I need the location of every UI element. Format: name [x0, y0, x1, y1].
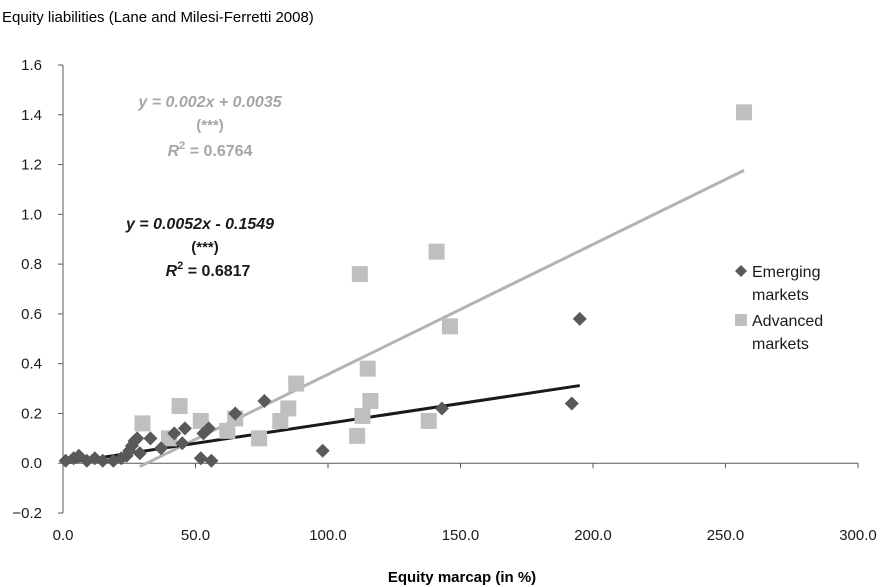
chart-title: Equity liabilities (Lane and Milesi-Ferr… [2, 9, 314, 26]
y-tick-label: 0.8 [21, 256, 42, 273]
y-tick-label: −0.2 [12, 505, 42, 522]
advanced-market-point [280, 400, 297, 417]
y-tick-label: 0.4 [21, 356, 42, 373]
emerging-market-point [193, 451, 208, 466]
advanced-market-point [428, 243, 445, 260]
emerging-market-point [177, 421, 192, 436]
advanced-market-point [420, 412, 437, 429]
x-tick-label: 300.0 [839, 527, 877, 544]
advanced-market-point [351, 266, 368, 283]
emerging-market-point [204, 453, 219, 468]
advanced-r2: R2 = 0.6764 [168, 140, 253, 160]
emerging-market-point [167, 426, 182, 441]
x-tick-label: 250.0 [707, 527, 745, 544]
emerging-market-point [119, 448, 134, 463]
emerging-market-point [315, 443, 330, 458]
advanced-market-point [359, 360, 376, 377]
emerging-market-point [434, 401, 449, 416]
emerging-market-point [132, 446, 147, 461]
emerging-significance: (***) [191, 239, 219, 256]
advanced-market-point [272, 412, 289, 429]
emerging-equation: y = 0.0052x - 0.1549 [125, 216, 274, 233]
advanced-market-point [134, 415, 151, 432]
y-tick-label: 0.6 [21, 306, 42, 323]
emerging-market-point [175, 436, 190, 451]
x-tick-label: 100.0 [309, 527, 347, 544]
advanced-trendline-annotation: y = 0.002x + 0.0035 (***) R2 = 0.6764 [137, 94, 282, 160]
advanced-market-point [192, 412, 209, 429]
trendlines [62, 169, 745, 468]
x-tick-label: 50.0 [181, 527, 210, 544]
svg-text:markets: markets [752, 287, 809, 304]
advanced-market-point [736, 104, 753, 121]
legend-diamond-icon [735, 265, 747, 277]
y-tick-label: 0.0 [21, 455, 42, 472]
advanced-market-point [441, 318, 458, 335]
emerging-market-point [257, 394, 272, 408]
x-axis-label: Equity marcap (in %) [388, 569, 536, 586]
emerging-market-point [572, 311, 587, 326]
advanced-market-point [354, 407, 371, 424]
legend: Emerging markets Advanced markets [735, 264, 823, 353]
svg-text:Emerging: Emerging [752, 264, 820, 281]
x-tick-label: 150.0 [442, 527, 480, 544]
emerging-trendline [62, 384, 580, 465]
advanced-market-point [219, 422, 236, 439]
data-points [58, 104, 753, 468]
axes: −0.2 0.0 0.2 0.4 0.6 0.8 1.0 1.2 1.4 1.6 0.0 50.0 10… [12, 57, 876, 544]
x-tick-label: 200.0 [574, 527, 612, 544]
legend-item-emerging: Emerging markets [735, 264, 820, 304]
emerging-market-point [564, 396, 579, 411]
x-tick-label: 0.0 [53, 527, 74, 544]
emerging-market-point [95, 453, 110, 468]
emerging-market-point [228, 406, 243, 421]
advanced-market-point [362, 393, 379, 409]
y-tick-label: 1.4 [21, 107, 42, 124]
y-tick-label: 1.2 [21, 157, 42, 174]
y-tick-label: 1.6 [21, 57, 42, 74]
emerging-trendline-annotation: y = 0.0052x - 0.1549 (***) R2 = 0.6817 [125, 216, 274, 280]
emerging-market-point [201, 421, 216, 436]
legend-square-icon [735, 314, 747, 326]
emerging-market-point [143, 431, 158, 446]
emerging-market-point [154, 441, 169, 456]
svg-text:Advanced: Advanced [752, 313, 823, 330]
advanced-market-point [171, 397, 188, 414]
svg-text:markets: markets [752, 336, 809, 353]
emerging-r2: R2 = 0.6817 [166, 260, 251, 280]
advanced-market-point [349, 427, 366, 444]
advanced-significance: (***) [196, 117, 224, 134]
advanced-equation: y = 0.002x + 0.0035 [137, 94, 282, 111]
emerging-market-point [130, 431, 145, 446]
advanced-market-point [288, 375, 305, 392]
y-tick-label: 1.0 [21, 206, 42, 223]
advanced-market-point [251, 430, 268, 447]
legend-item-advanced: Advanced markets [735, 313, 823, 353]
y-tick-label: 0.2 [21, 405, 42, 422]
